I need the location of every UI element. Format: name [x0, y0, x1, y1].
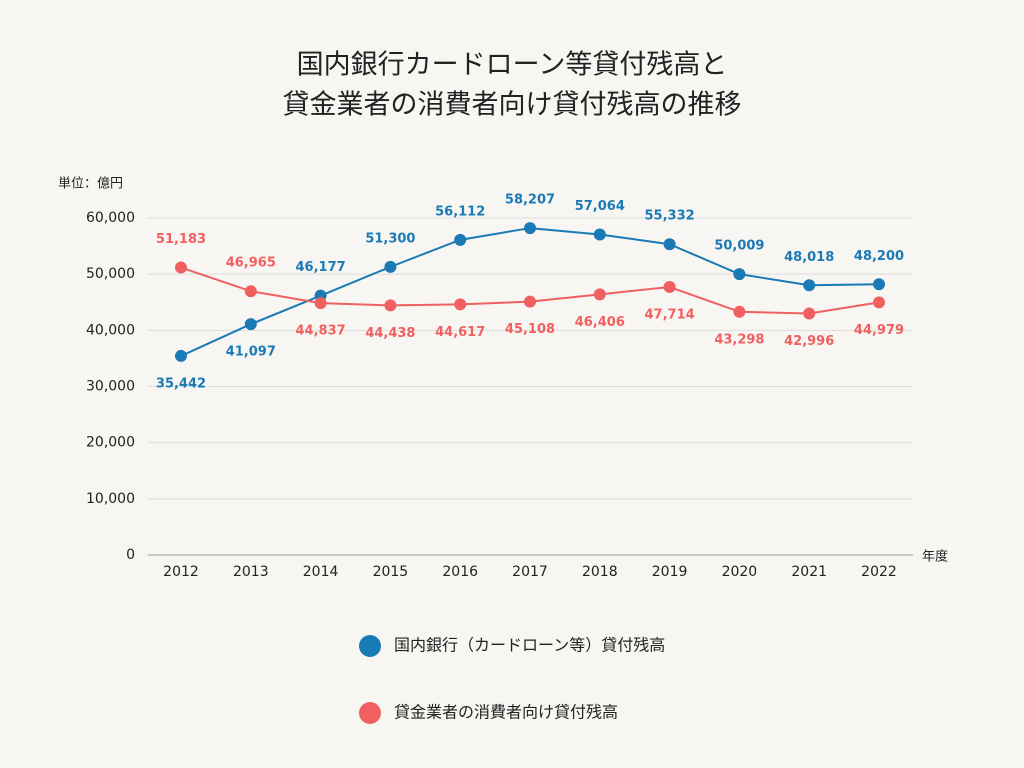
data-point [175, 349, 187, 362]
data-point [454, 298, 467, 311]
x-tick-label: 2019 [652, 564, 688, 580]
data-point [873, 278, 885, 291]
data-point [803, 279, 816, 292]
data-point [244, 318, 257, 331]
chart-title: 国内銀行カードローン等貸付残高と [297, 50, 728, 81]
x-tick-label: 2014 [303, 564, 339, 580]
data-label: 42,996 [784, 334, 834, 349]
y-tick-label: 60,000 [86, 210, 135, 226]
x-tick-label: 2017 [512, 564, 548, 580]
data-label: 56,112 [435, 204, 485, 219]
data-point [454, 233, 467, 246]
data-point [803, 307, 816, 320]
data-label: 41,097 [226, 345, 276, 360]
data-point [244, 285, 257, 298]
y-tick-label: 20,000 [86, 435, 135, 451]
data-label: 45,108 [505, 322, 555, 337]
data-label: 48,200 [854, 249, 904, 264]
data-label: 44,617 [435, 325, 485, 340]
data-point [384, 299, 397, 312]
data-label: 58,207 [505, 193, 555, 208]
data-point [593, 288, 606, 301]
y-tick-label: 30,000 [86, 379, 135, 395]
data-label: 44,979 [854, 323, 904, 338]
data-label: 46,406 [575, 315, 625, 330]
data-point [524, 222, 536, 235]
data-point [663, 238, 676, 251]
x-tick-label: 2012 [163, 564, 199, 580]
y-tick-label: 0 [126, 547, 135, 563]
data-point [524, 295, 536, 308]
legend-marker [359, 702, 381, 724]
data-label: 44,438 [365, 326, 415, 341]
x-tick-label: 2020 [722, 564, 758, 580]
y-tick-label: 50,000 [86, 266, 135, 282]
data-label: 44,837 [296, 324, 346, 339]
legend-label: 貸金業者の消費者向け貸付残高 [394, 703, 618, 722]
data-label: 46,177 [296, 260, 346, 275]
y-tick-label: 40,000 [86, 322, 135, 338]
data-point [733, 305, 746, 318]
data-label: 35,442 [156, 376, 206, 391]
data-point [314, 297, 327, 310]
data-point [175, 261, 187, 274]
data-point [873, 296, 885, 309]
data-label: 46,965 [226, 256, 276, 271]
data-label: 48,018 [784, 250, 834, 265]
x-axis-label: 年度 [922, 549, 948, 565]
x-tick-label: 2013 [233, 564, 269, 580]
x-tick-label: 2015 [373, 564, 409, 580]
chart-title: 貸金業者の消費者向け貸付残高の推移 [283, 90, 742, 121]
x-tick-label: 2016 [442, 564, 478, 580]
data-label: 55,332 [645, 209, 695, 224]
data-label: 57,064 [575, 199, 625, 214]
x-tick-label: 2022 [861, 564, 897, 580]
data-label: 47,714 [645, 308, 695, 323]
data-point [733, 268, 746, 281]
x-tick-label: 2021 [791, 564, 827, 580]
data-label: 51,300 [365, 231, 415, 246]
x-tick-label: 2018 [582, 564, 618, 580]
data-label: 51,183 [156, 232, 206, 247]
y-tick-label: 10,000 [86, 491, 135, 507]
data-point [663, 281, 676, 294]
legend-marker [359, 635, 381, 657]
data-point [384, 260, 397, 273]
data-label: 50,009 [714, 239, 764, 254]
data-point [593, 228, 606, 241]
y-unit-label: 単位：億円 [58, 176, 123, 192]
data-label: 43,298 [714, 332, 764, 347]
legend-label: 国内銀行（カードローン等）貸付残高 [394, 636, 665, 655]
